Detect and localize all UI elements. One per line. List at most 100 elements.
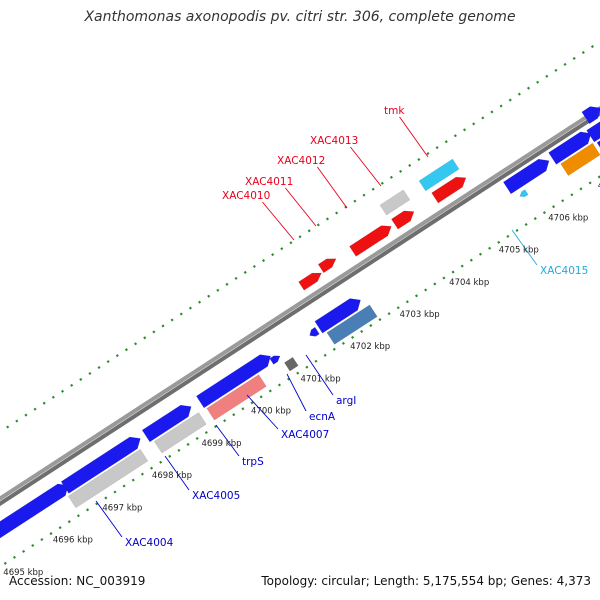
lower-tick bbox=[360, 329, 364, 334]
lower-tick bbox=[296, 371, 300, 375]
lower-tick bbox=[250, 401, 254, 405]
lower-tick bbox=[469, 258, 473, 262]
label-trps: trpS bbox=[242, 456, 264, 468]
label-xac4015-leader bbox=[511, 229, 538, 266]
upper-tick bbox=[97, 366, 101, 370]
lower-tick bbox=[241, 407, 245, 411]
upper-tick bbox=[60, 389, 65, 393]
upper-tick bbox=[15, 419, 19, 423]
label-xac4007-leader bbox=[246, 394, 279, 430]
lower-tick bbox=[424, 288, 428, 292]
gene-xac4005-arrow bbox=[141, 404, 192, 443]
label-tmk: tmk bbox=[384, 105, 405, 117]
lower-tick bbox=[506, 234, 510, 238]
lower-tick bbox=[149, 466, 154, 470]
upper-tick bbox=[362, 193, 366, 197]
gene-features bbox=[0, 106, 600, 539]
upper-tick bbox=[115, 354, 119, 358]
lower-tick bbox=[387, 312, 391, 316]
upper-tick bbox=[243, 270, 247, 274]
upper-tick bbox=[481, 116, 485, 120]
upper-tick bbox=[490, 110, 494, 114]
lower-tick bbox=[277, 383, 281, 387]
label-xac4010: XAC4010 bbox=[222, 190, 270, 202]
label-xac4015: XAC4015 bbox=[540, 265, 588, 277]
label-xac4005-leader bbox=[164, 455, 190, 491]
scale-label: 4705 kbp bbox=[499, 246, 539, 256]
upper-tick bbox=[170, 318, 174, 322]
upper-tick bbox=[6, 425, 10, 429]
upper-tick bbox=[234, 276, 238, 280]
lower-tick bbox=[341, 341, 345, 345]
upper-tick bbox=[79, 377, 83, 381]
gene-xac4004-arrow bbox=[60, 436, 141, 494]
lower-tick bbox=[533, 217, 537, 221]
scale-label: 4707 kbp bbox=[598, 181, 600, 191]
gene-xac4016-box bbox=[560, 142, 600, 176]
upper-tick bbox=[179, 312, 183, 316]
scale-label: 4701 kbp bbox=[301, 374, 341, 384]
upper-tick bbox=[463, 128, 467, 132]
upper-tick bbox=[444, 140, 448, 144]
label-xac4012-leader bbox=[317, 166, 348, 209]
upper-tick bbox=[316, 223, 320, 227]
lower-tick bbox=[570, 193, 574, 197]
label-argi: argI bbox=[336, 395, 356, 407]
lower-tick bbox=[396, 306, 400, 310]
scale-label: 4698 kbp bbox=[152, 471, 192, 481]
lower-tick bbox=[122, 484, 126, 488]
upper-tick bbox=[143, 336, 147, 340]
gene-xac4015-arrow bbox=[519, 189, 529, 198]
label-xac4005: XAC4005 bbox=[192, 490, 240, 502]
label-ecna: ecnA bbox=[309, 411, 336, 423]
upper-tick bbox=[545, 74, 549, 78]
upper-tick bbox=[572, 56, 576, 60]
upper-tick bbox=[325, 217, 329, 221]
lower-tick bbox=[67, 520, 71, 524]
upper-tick bbox=[590, 45, 594, 49]
lower-tick bbox=[488, 246, 492, 250]
gene-xac4018-arrow bbox=[581, 106, 600, 125]
upper-tick bbox=[435, 146, 439, 150]
backbone-line bbox=[0, 105, 600, 501]
upper-tick-ruler bbox=[0, 45, 594, 434]
lower-tick bbox=[76, 514, 80, 518]
lower-tick bbox=[542, 211, 546, 215]
accession-text: Accession: NC_003919 bbox=[9, 574, 146, 588]
gene-xac4016-arrow bbox=[548, 131, 592, 165]
lower-tick bbox=[204, 431, 208, 435]
upper-tick bbox=[554, 68, 558, 72]
lower-tick bbox=[588, 181, 592, 185]
label-trps-leader bbox=[215, 424, 240, 457]
upper-tick bbox=[499, 104, 503, 108]
gene-xac4014-arrow bbox=[502, 158, 550, 195]
scale-label: 4703 kbp bbox=[400, 310, 440, 320]
lower-tick bbox=[86, 508, 90, 512]
scale-label: 4702 kbp bbox=[350, 342, 390, 352]
lower-tick-ruler bbox=[3, 175, 600, 565]
lower-tick bbox=[460, 264, 464, 268]
lower-tick bbox=[3, 561, 7, 565]
label-xac4013: XAC4013 bbox=[310, 135, 358, 147]
gene-xac4017b-arrow bbox=[596, 140, 600, 148]
scale-label: 4699 kbp bbox=[201, 439, 241, 449]
upper-tick bbox=[526, 86, 531, 90]
gene-xac4013-box bbox=[379, 189, 411, 216]
gene-xac4004-box bbox=[67, 448, 149, 509]
lower-tick bbox=[579, 187, 583, 191]
upper-tick bbox=[581, 50, 585, 55]
upper-tick bbox=[198, 300, 202, 304]
lower-tick bbox=[195, 436, 199, 441]
gene-xac4005-box bbox=[153, 412, 207, 454]
lower-tick bbox=[140, 472, 144, 476]
label-xac4012: XAC4012 bbox=[277, 155, 325, 167]
lower-tick bbox=[478, 252, 482, 256]
upper-tick bbox=[152, 330, 156, 334]
lower-tick bbox=[561, 199, 565, 203]
lower-tick bbox=[451, 270, 455, 274]
lower-tick bbox=[177, 448, 181, 452]
lower-tick bbox=[31, 543, 35, 547]
upper-tick bbox=[188, 306, 192, 310]
scale-label: 4696 kbp bbox=[53, 536, 93, 546]
